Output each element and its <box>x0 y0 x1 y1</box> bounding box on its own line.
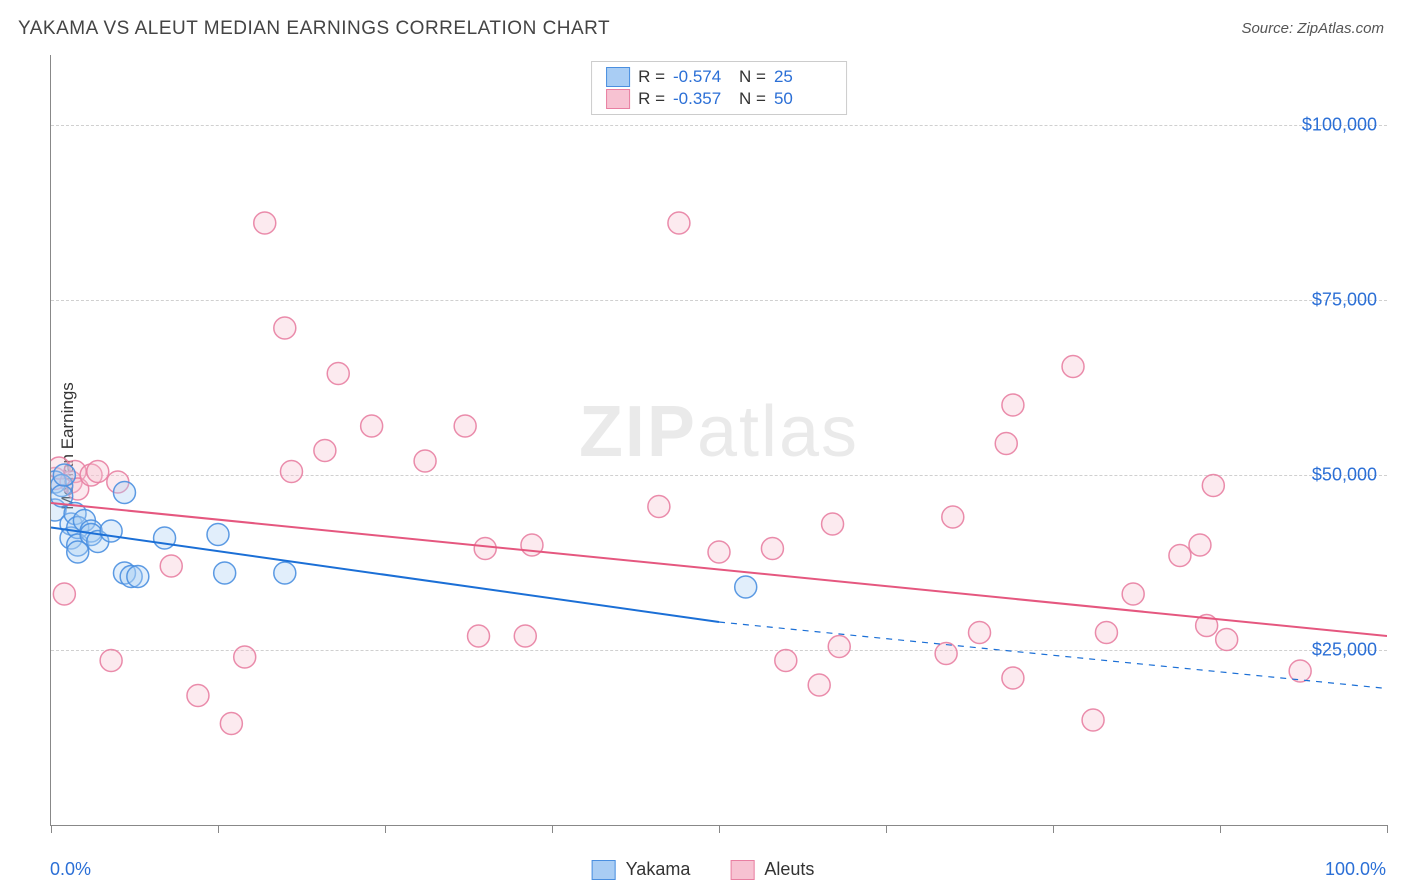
chart-title: YAKAMA VS ALEUT MEDIAN EARNINGS CORRELAT… <box>18 18 610 40</box>
scatter-svg <box>51 55 1387 825</box>
data-point <box>1216 629 1238 651</box>
data-point <box>207 524 229 546</box>
data-point <box>1189 534 1211 556</box>
data-point <box>468 625 490 647</box>
data-point <box>942 506 964 528</box>
x-tick <box>385 825 386 833</box>
data-point <box>274 562 296 584</box>
data-point <box>761 538 783 560</box>
data-point <box>668 212 690 234</box>
data-point <box>828 636 850 658</box>
data-point <box>53 583 75 605</box>
data-point <box>808 674 830 696</box>
x-tick <box>886 825 887 833</box>
data-point <box>514 625 536 647</box>
data-point <box>254 212 276 234</box>
data-point <box>1169 545 1191 567</box>
swatch-aleuts-icon <box>606 89 630 109</box>
x-axis-min-label: 0.0% <box>50 859 91 880</box>
source-attribution: Source: ZipAtlas.com <box>1241 20 1384 37</box>
legend-row-aleuts: R = -0.357 N = 50 <box>606 88 832 110</box>
x-tick <box>51 825 52 833</box>
chart-container: YAKAMA VS ALEUT MEDIAN EARNINGS CORRELAT… <box>0 0 1406 892</box>
x-tick <box>218 825 219 833</box>
swatch-yakama-icon <box>606 67 630 87</box>
x-tick <box>1220 825 1221 833</box>
trend-line-yakama <box>51 528 719 623</box>
data-point <box>521 534 543 556</box>
x-tick <box>719 825 720 833</box>
data-point <box>220 713 242 735</box>
data-point <box>160 555 182 577</box>
data-point <box>775 650 797 672</box>
data-point <box>1082 709 1104 731</box>
data-point <box>822 513 844 535</box>
data-point <box>474 538 496 560</box>
legend-item-aleuts: Aleuts <box>730 859 814 880</box>
data-point <box>708 541 730 563</box>
legend-label: Yakama <box>626 859 691 880</box>
data-point <box>113 482 135 504</box>
correlation-legend: R = -0.574 N = 25 R = -0.357 N = 50 <box>591 61 847 115</box>
data-point <box>234 646 256 668</box>
data-point <box>187 685 209 707</box>
legend-row-yakama: R = -0.574 N = 25 <box>606 66 832 88</box>
x-axis-max-label: 100.0% <box>1325 859 1386 880</box>
data-point <box>314 440 336 462</box>
data-point <box>969 622 991 644</box>
legend-item-yakama: Yakama <box>592 859 691 880</box>
data-point <box>280 461 302 483</box>
data-point <box>274 317 296 339</box>
swatch-aleuts-icon <box>730 860 754 880</box>
data-point <box>127 566 149 588</box>
data-point <box>1002 394 1024 416</box>
data-point <box>214 562 236 584</box>
data-point <box>361 415 383 437</box>
data-point <box>100 650 122 672</box>
plot-area: ZIPatlas R = -0.574 N = 25 R = -0.357 N … <box>50 55 1387 826</box>
data-point <box>1202 475 1224 497</box>
data-point <box>414 450 436 472</box>
x-tick <box>1387 825 1388 833</box>
x-tick <box>1053 825 1054 833</box>
data-point <box>454 415 476 437</box>
data-point <box>1122 583 1144 605</box>
data-point <box>1002 667 1024 689</box>
trend-line-aleuts <box>51 503 1387 636</box>
data-point <box>995 433 1017 455</box>
data-point <box>53 464 75 486</box>
swatch-yakama-icon <box>592 860 616 880</box>
data-point <box>87 461 109 483</box>
data-point <box>648 496 670 518</box>
data-point <box>154 527 176 549</box>
series-legend: Yakama Aleuts <box>592 859 815 880</box>
legend-label: Aleuts <box>764 859 814 880</box>
data-point <box>1062 356 1084 378</box>
data-point <box>935 643 957 665</box>
x-tick <box>552 825 553 833</box>
data-point <box>735 576 757 598</box>
data-point <box>327 363 349 385</box>
data-point <box>1095 622 1117 644</box>
data-point <box>100 520 122 542</box>
